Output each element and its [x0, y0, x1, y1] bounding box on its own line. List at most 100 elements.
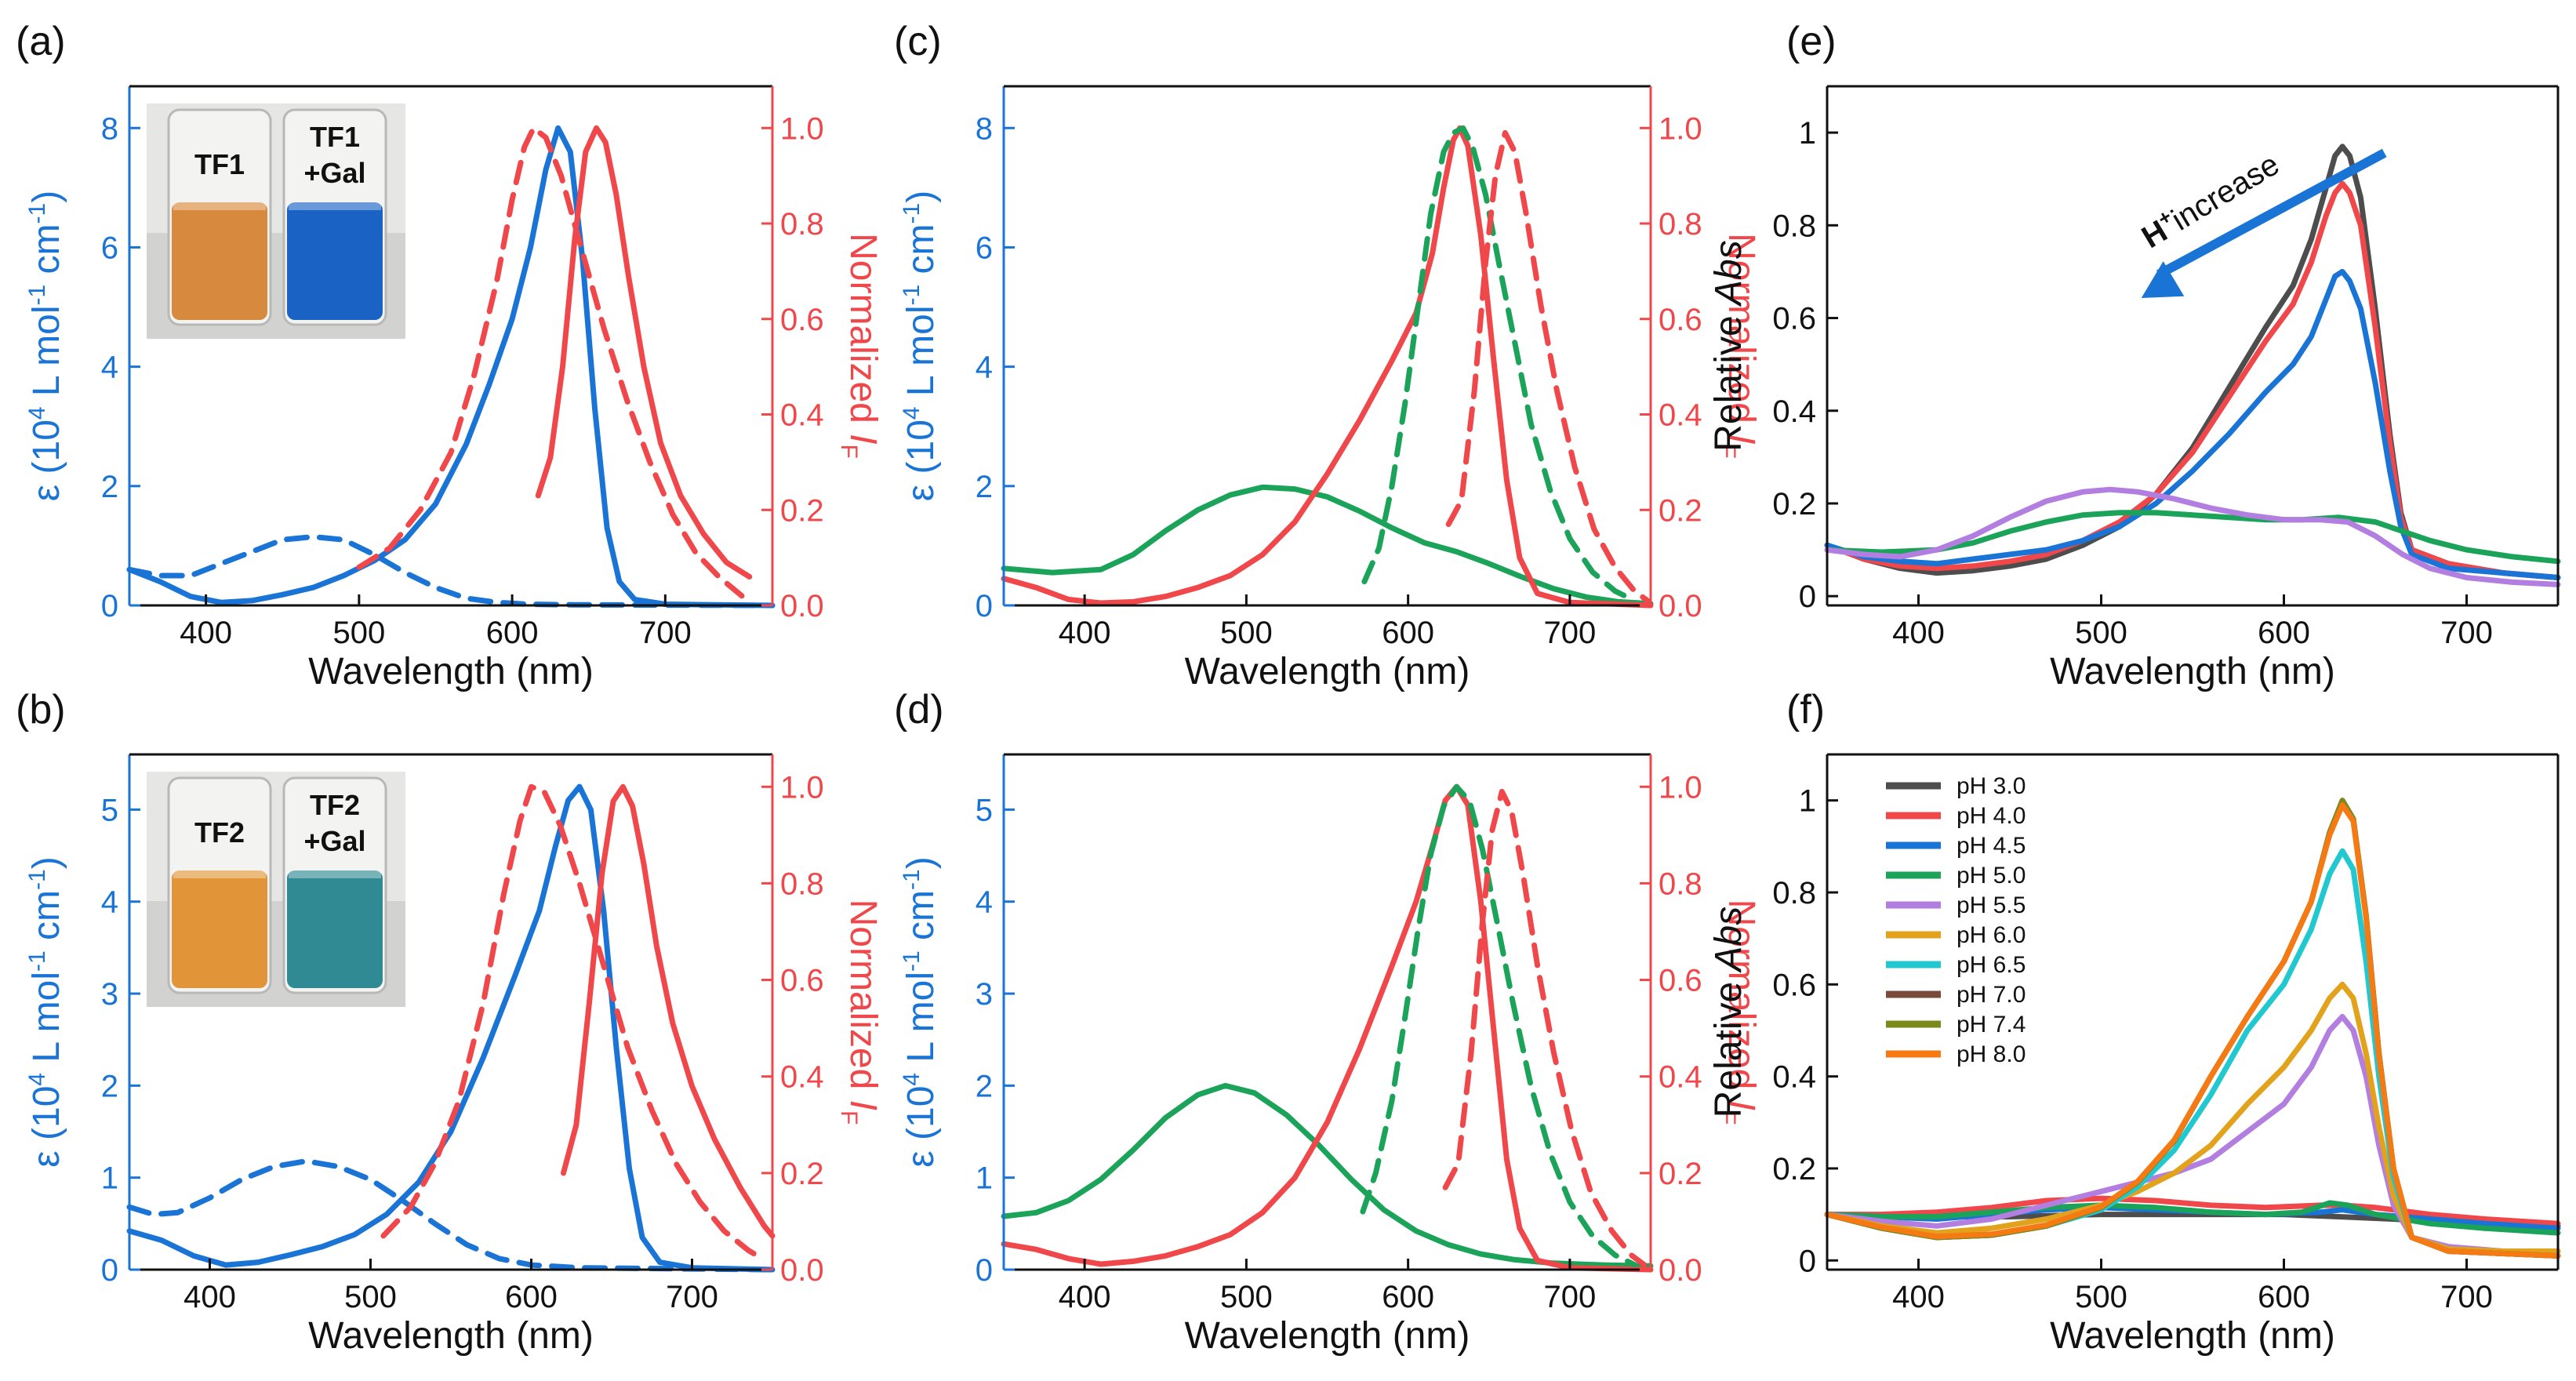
y-right-tick-label: 0.4	[780, 398, 824, 433]
series-line-green-dashed	[1361, 125, 1637, 604]
legend-label: pH 5.0	[1957, 863, 2026, 889]
label-part: L mol	[26, 972, 67, 1073]
x-tick-label: 400	[1059, 616, 1111, 650]
x-tick-label: 500	[1220, 1280, 1273, 1314]
label-part: cm	[26, 890, 67, 950]
y-left-tick-label: 2	[101, 1069, 118, 1103]
label-part: Relative	[1708, 305, 1749, 452]
panel-letter: (a)	[16, 19, 66, 64]
panel-letter: (c)	[894, 19, 942, 64]
y-right-tick-label: 0.4	[780, 1060, 824, 1095]
vial-meniscus	[289, 870, 381, 878]
panel-letter: (e)	[1786, 19, 1837, 64]
y-tick-label: 0.6	[1772, 302, 1816, 336]
y-tick-label: 0.4	[1772, 394, 1816, 429]
panel-e: (e) 400 500 600 700 Wavelength (nm) 0 0.2 0.4 0.6…	[1708, 19, 2561, 692]
x-tick-label: 400	[1892, 616, 1945, 650]
panel-a: (a) TF1 TF1 +Gal 400 500 600 700 Wavelength (nm)…	[16, 19, 884, 692]
y-left-tick-label: 8	[101, 111, 118, 146]
y-left-tick-label: 0	[976, 1253, 993, 1288]
x-axis-label: Wavelength (nm)	[1185, 1315, 1470, 1357]
label-part: -1	[24, 285, 50, 306]
label-part: -1	[899, 285, 925, 306]
series-line-abs-solid	[126, 125, 776, 609]
x-tick-label: 700	[2440, 616, 2493, 650]
legend-label: pH 7.4	[1957, 1012, 2026, 1038]
x-axis-label: Wavelength (nm)	[308, 1315, 594, 1357]
y-right-tick-label: 0.6	[1659, 303, 1702, 337]
vial-liquid	[287, 870, 383, 988]
y-axis-label-left: ε (104 L mol-1 cm-1)	[899, 856, 942, 1167]
legend-label: pH 5.5	[1957, 892, 2026, 918]
legend-label: pH 8.0	[1957, 1041, 2026, 1067]
label-part: -1	[24, 203, 50, 224]
legend-label: pH 7.0	[1957, 982, 2026, 1008]
label-part: cm	[900, 224, 942, 284]
label-part: 4	[24, 1073, 50, 1086]
y-right-tick-label: 0.2	[1659, 493, 1702, 528]
series-line-blue	[1824, 268, 2561, 580]
x-axis-label: Wavelength (nm)	[2050, 651, 2335, 692]
panel-c: (c) 400 500 600 700 Wavelength (nm) 0 2 4 6 8 0.0 0.…	[894, 19, 1762, 692]
x-axis-label: Wavelength (nm)	[2050, 1315, 2335, 1357]
label-part: -1	[24, 950, 50, 972]
inset-photo: TF1 TF1 +Gal	[147, 104, 405, 339]
y-axis-label-right: Normalized IF	[836, 899, 884, 1125]
x-tick-label: 700	[1544, 1280, 1597, 1314]
y-tick-label: 1	[1799, 116, 1816, 151]
y-left-tick-label: 5	[101, 793, 118, 827]
label-part: Normalized	[1720, 233, 1762, 434]
h-increase-arrow-shaft	[2156, 148, 2387, 279]
x-axis-label: Wavelength (nm)	[1185, 651, 1470, 692]
vial-meniscus	[289, 202, 381, 210]
y-left-tick-label: 4	[101, 351, 118, 385]
y-left-tick-label: 0	[976, 589, 993, 623]
label-part: 4	[899, 1073, 925, 1086]
label-part: F	[1714, 445, 1740, 459]
y-right-tick-label: 0.2	[780, 493, 824, 528]
y-left-tick-label: 0	[101, 589, 118, 623]
panel-letter: (f)	[1786, 687, 1825, 732]
x-tick-label: 400	[1059, 1280, 1111, 1314]
y-left-tick-label: 4	[976, 351, 993, 385]
x-tick-label: 500	[1220, 616, 1273, 650]
x-tick-label: 400	[180, 616, 232, 650]
series-line-green-abs	[1001, 484, 1654, 607]
label-part: Normalized	[842, 899, 884, 1100]
legend-label: pH 4.5	[1957, 833, 2026, 859]
vial-meniscus	[173, 870, 266, 878]
vial-label: TF1	[310, 121, 360, 153]
label-part: cm	[900, 890, 942, 950]
y-right-tick-label: 0.4	[1659, 1060, 1702, 1095]
legend-label: pH 6.5	[1957, 952, 2026, 978]
y-right-tick-label: 0.2	[1659, 1157, 1702, 1191]
x-tick-label: 600	[2258, 1280, 2310, 1314]
series-line-red-abs	[1001, 783, 1654, 1273]
series-line-green	[1824, 510, 2561, 565]
series-line-ph-7-4	[1824, 798, 2561, 1259]
label-part: Relative	[1708, 971, 1749, 1118]
vial-liquid	[287, 202, 383, 320]
label-part: -1	[899, 203, 925, 224]
series-line-abs-dashed	[126, 534, 776, 609]
y-left-tick-label: 0	[101, 1253, 118, 1288]
label-part: Normalized	[842, 233, 884, 434]
label-part: Normalized	[1720, 899, 1762, 1100]
label-part: Abs	[1708, 907, 1749, 974]
label-part: )	[900, 856, 942, 869]
y-right-tick-label: 0.0	[1659, 1253, 1702, 1288]
label-part: L mol	[26, 305, 67, 406]
y-tick-label: 0.2	[1772, 487, 1816, 522]
y-tick-label: 0.4	[1772, 1060, 1816, 1095]
y-left-tick-label: 3	[976, 977, 993, 1012]
y-right-tick-label: 0.8	[780, 867, 824, 901]
label-part: F	[1714, 1110, 1740, 1125]
y-axis-label-right: Normalized IF	[1714, 233, 1762, 459]
label-part: I	[842, 434, 884, 444]
y-right-tick-label: 0.2	[780, 1157, 824, 1191]
series-line-em-solid	[561, 783, 776, 1239]
x-tick-label: 400	[1892, 1280, 1945, 1314]
legend-label: pH 3.0	[1957, 773, 2026, 799]
y-left-tick-label: 8	[976, 111, 993, 146]
vial-liquid	[172, 202, 267, 320]
